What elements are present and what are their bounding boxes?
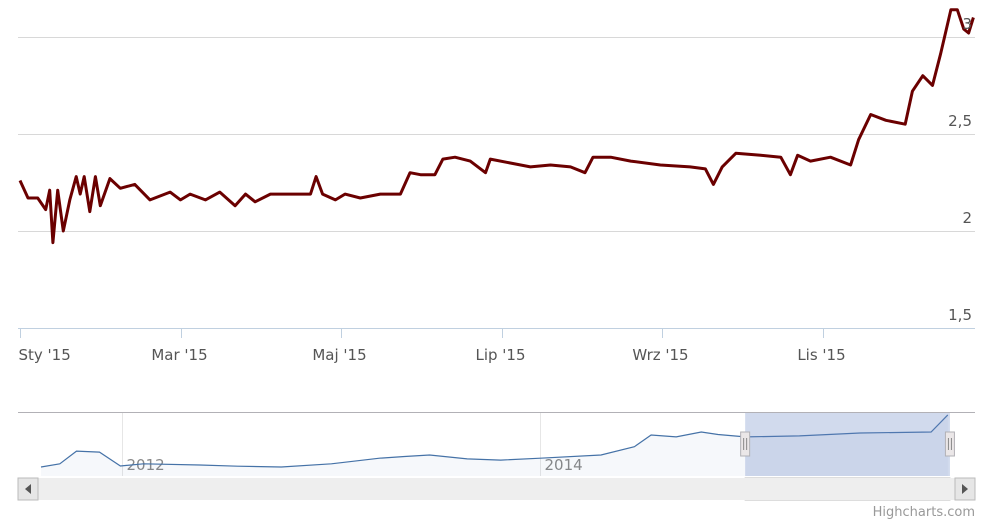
x-tick-label: Lip '15 (475, 346, 525, 364)
navigator-background (18, 412, 975, 476)
y-tick-label: 3 (962, 15, 972, 33)
price-line (18, 8, 975, 245)
scroll-right-arrow (962, 484, 968, 494)
navigator-tick-label: 2012 (127, 456, 165, 474)
y-tick-label: 2,5 (948, 112, 972, 130)
navigator-handle[interactable] (740, 431, 751, 457)
scrollbar-track[interactable] (18, 478, 975, 500)
x-tick-label: Lis '15 (797, 346, 845, 364)
y-tick-label: 2 (962, 209, 972, 227)
x-tick-label: Sty '15 (19, 346, 71, 364)
navigator-tick-label: 2014 (545, 456, 583, 474)
x-tick-label: Wrz '15 (632, 346, 688, 364)
navigator-area (41, 414, 948, 476)
navigator-handle[interactable] (944, 431, 955, 457)
x-tick-label: Maj '15 (312, 346, 366, 364)
scroll-left-arrow (25, 484, 31, 494)
x-tick-label: Mar '15 (151, 346, 207, 364)
y-tick-label: 1,5 (948, 306, 972, 324)
navigator-line (40, 414, 949, 468)
credits[interactable]: Highcharts.com (873, 505, 975, 520)
navigator-selection (745, 412, 950, 476)
